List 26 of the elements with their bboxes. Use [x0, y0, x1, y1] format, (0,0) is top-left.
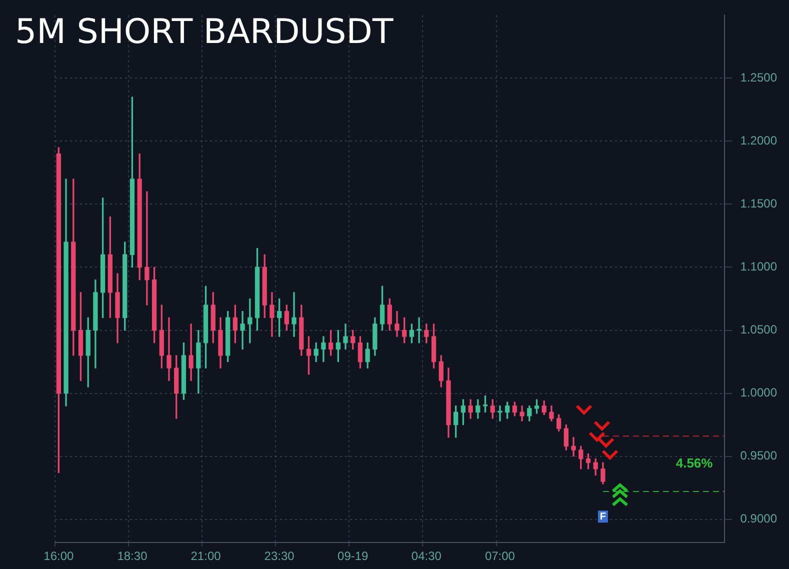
- y-tick-label: 1.0500: [740, 322, 778, 337]
- annotation: 4.56%: [676, 455, 714, 470]
- y-tick-label: 1.0000: [740, 386, 778, 400]
- candlestick: [166, 317, 172, 381]
- x-tick-label: 04:30: [411, 549, 442, 564]
- x-tick-label: 16:00: [44, 549, 74, 564]
- candlestick: [240, 311, 245, 350]
- candlestick: [571, 437, 576, 457]
- candlestick: [498, 406, 502, 422]
- y-tick-label: 1.1000: [740, 260, 778, 274]
- candlestick: [292, 292, 296, 337]
- y-tick-label: 1.2500: [740, 70, 778, 85]
- x-tick-label: 09-19: [338, 549, 369, 564]
- y-tick-label: 1.2000: [740, 134, 778, 148]
- y-tick-label: 0.9500: [740, 448, 778, 463]
- x-tick-label: 23:30: [264, 549, 295, 564]
- x-tick-label: 18:30: [117, 549, 148, 564]
- annotation: F: [600, 511, 606, 522]
- chart-title: 5M SHORT BARDUSDT: [15, 12, 394, 52]
- x-tick-label: 21:00: [190, 549, 222, 564]
- candlestick: [144, 191, 150, 306]
- candlestick: [416, 317, 422, 344]
- y-tick-label: 1.1500: [740, 196, 778, 211]
- candlestick: [188, 324, 194, 381]
- y-tick-label: 0.9000: [740, 512, 778, 526]
- x-tick-label: 07:00: [484, 549, 516, 564]
